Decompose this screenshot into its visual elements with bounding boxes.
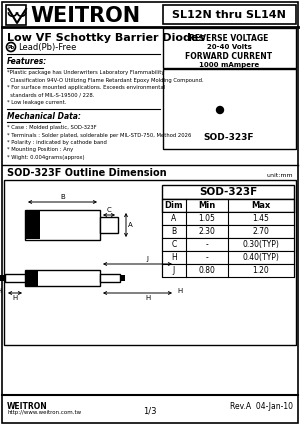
Text: H: H	[12, 295, 18, 301]
Text: 1000 mAmpere: 1000 mAmpere	[199, 62, 259, 68]
Text: B: B	[171, 227, 177, 236]
Text: H: H	[145, 295, 150, 301]
Text: 1/3: 1/3	[143, 406, 157, 415]
Text: SL12N thru SL14N: SL12N thru SL14N	[172, 9, 286, 20]
Bar	[25, 270, 100, 286]
Bar	[6, 5, 26, 25]
Text: Dim: Dim	[165, 201, 183, 210]
Text: Max: Max	[251, 201, 271, 210]
Text: SOD-323F Outline Dimension: SOD-323F Outline Dimension	[7, 168, 167, 178]
Text: 0.30(TYP): 0.30(TYP)	[243, 240, 279, 249]
Text: 1.05: 1.05	[199, 214, 215, 223]
Text: H: H	[177, 288, 183, 294]
Bar	[26, 270, 38, 286]
Text: Mechanical Data:: Mechanical Data:	[7, 112, 81, 121]
Text: FORWARD CURRENT: FORWARD CURRENT	[185, 51, 273, 60]
Text: Features:: Features:	[7, 57, 47, 66]
Text: B: B	[60, 194, 65, 200]
Text: * Terminals : Solder plated, solderable per MIL-STD-750, Method 2026: * Terminals : Solder plated, solderable …	[7, 133, 191, 138]
Text: WEITRON: WEITRON	[7, 402, 48, 411]
Bar	[162, 264, 294, 277]
Text: REVERSE VOLTAGE: REVERSE VOLTAGE	[189, 34, 269, 43]
Text: * Wight: 0.004grams(approx): * Wight: 0.004grams(approx)	[7, 155, 85, 160]
Text: * For surface mounted applications. Exceeds environmental: * For surface mounted applications. Exce…	[7, 85, 165, 90]
Bar	[163, 5, 296, 24]
Text: unit:mm: unit:mm	[266, 173, 293, 178]
Text: H: H	[171, 253, 177, 262]
Text: Lead(Pb)-Free: Lead(Pb)-Free	[18, 42, 76, 51]
Text: SOD-323F: SOD-323F	[204, 133, 254, 142]
Text: * Low leakage current.: * Low leakage current.	[7, 100, 66, 105]
Bar	[120, 275, 125, 281]
Bar	[100, 274, 120, 282]
Bar	[163, 28, 296, 68]
Text: * Mounting Position : Any: * Mounting Position : Any	[7, 147, 73, 153]
Text: A: A	[128, 222, 133, 228]
Text: 0.40(TYP): 0.40(TYP)	[243, 253, 279, 262]
Text: Min: Min	[198, 201, 216, 210]
Text: *Plastic package has Underwriters Laboratory Flammability: *Plastic package has Underwriters Labora…	[7, 70, 164, 75]
Circle shape	[217, 107, 224, 113]
Text: 0.80: 0.80	[199, 266, 215, 275]
Bar	[4, 180, 296, 345]
Bar	[25, 210, 100, 240]
Text: 1.45: 1.45	[253, 214, 269, 223]
Text: A: A	[171, 214, 177, 223]
Text: C: C	[171, 240, 177, 249]
Text: Pb: Pb	[8, 45, 15, 49]
Text: Classification 94V-O Utilizing Flame Retardant Epoxy Molding Compound.: Classification 94V-O Utilizing Flame Ret…	[7, 77, 204, 82]
Text: 2.70: 2.70	[253, 227, 269, 236]
Text: WEITRON: WEITRON	[30, 6, 140, 26]
Text: * Case : Molded plastic, SOD-323F: * Case : Molded plastic, SOD-323F	[7, 125, 97, 130]
Bar	[26, 211, 40, 239]
Bar	[162, 251, 294, 264]
Bar	[162, 238, 294, 251]
Text: -: -	[206, 253, 208, 262]
Text: Low VF Schottky Barrier Diodes: Low VF Schottky Barrier Diodes	[7, 33, 205, 43]
Bar	[162, 185, 294, 199]
Bar	[5, 274, 25, 282]
Text: C: C	[106, 207, 111, 213]
Bar	[162, 225, 294, 238]
Text: standards of MIL-S-19500 / 228.: standards of MIL-S-19500 / 228.	[7, 93, 94, 97]
Bar	[163, 69, 296, 149]
Text: Rev.A  04-Jan-10: Rev.A 04-Jan-10	[230, 402, 293, 411]
Bar	[162, 199, 294, 212]
Text: J: J	[173, 266, 175, 275]
Text: http://www.weitron.com.tw: http://www.weitron.com.tw	[7, 410, 81, 415]
Bar	[162, 212, 294, 225]
Text: H: H	[0, 288, 2, 294]
Text: 2.30: 2.30	[199, 227, 215, 236]
Bar	[100, 217, 118, 233]
Text: -: -	[206, 240, 208, 249]
Text: SOD-323F: SOD-323F	[199, 187, 257, 197]
Bar	[0, 275, 5, 281]
Text: J: J	[146, 256, 148, 262]
Text: * Polarity : indicated by cathode band: * Polarity : indicated by cathode band	[7, 140, 107, 145]
Text: 20-40 Volts: 20-40 Volts	[207, 44, 251, 50]
Text: 1.20: 1.20	[253, 266, 269, 275]
